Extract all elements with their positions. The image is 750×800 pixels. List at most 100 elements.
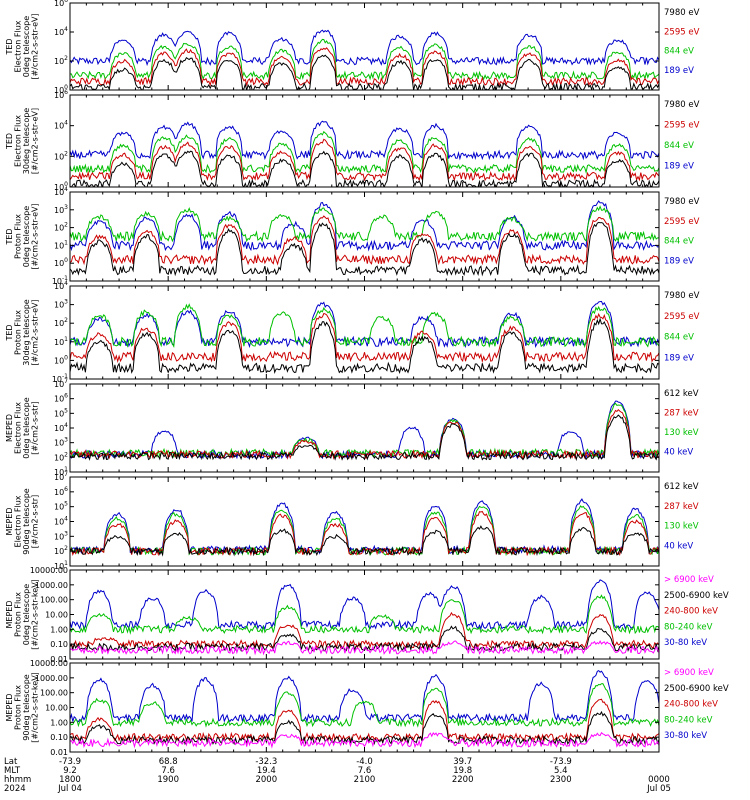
footer-tick-label: 68.8	[159, 757, 178, 767]
series-844-ev	[70, 205, 659, 243]
panel-3-ylabel: TED Proton Flux 0deg telescope [#/cm2-s-str…	[5, 203, 40, 269]
ylabel-line: Proton Flux	[14, 592, 23, 637]
ylabel-line: [#/cm2-s-str-keV]	[31, 579, 40, 650]
series-612-kev	[70, 414, 659, 462]
legend-240-800-kev: 240-800 keV	[664, 607, 718, 617]
panel-3: 10-1 100 101 102 103 104 TED Proton Flux 0deg te…	[5, 186, 700, 286]
legend-80-240-kev: 80-240 keV	[664, 715, 713, 725]
y-tick-label: 100	[54, 354, 68, 365]
legend-130-kev: 130 keV	[664, 428, 699, 438]
series-40-kev	[70, 400, 659, 460]
y-tick-label: 104	[54, 422, 68, 433]
footer-tick-label: 7.6	[161, 766, 175, 776]
legend-40-kev: 40 keV	[664, 541, 693, 551]
ylabel-line: [#/cm2-s-str-keV]	[31, 672, 40, 743]
y-tick-label: 10.00	[45, 704, 68, 713]
legend-189-ev: 189 eV	[664, 256, 694, 266]
y-tick-label: 102	[54, 150, 68, 161]
ylabel-line: Proton Flux	[14, 214, 23, 259]
panel-5-traces	[70, 400, 659, 462]
ylabel-line: Electron Flux	[14, 402, 23, 454]
panel-3-traces	[70, 200, 659, 277]
y-tick-label: 1.00	[50, 625, 68, 634]
y-tick-label: 100	[54, 257, 68, 268]
ylabel-line: Electron Flux	[14, 20, 23, 72]
ylabel-line: MEPED	[5, 601, 14, 629]
y-tick-label: 101	[54, 560, 68, 571]
legend-189-ev: 189 eV	[664, 162, 694, 172]
y-tick-label: 101	[54, 336, 68, 347]
panel-5-ylabel: MEPED Electron Flux 0deg telescope [#/cm2-s…	[5, 397, 40, 458]
legend-844-ev: 844 eV	[664, 237, 694, 247]
legend-2500-6900-kev: 2500-6900 keV	[664, 591, 729, 601]
series-189-ev	[70, 200, 659, 252]
y-tick-label: 104	[54, 280, 68, 291]
legend-2595-ev: 2595 eV	[664, 121, 700, 131]
ylabel-line: Electron Flux	[14, 115, 23, 167]
footer-tick-label: Jul 05	[646, 784, 671, 794]
legend-30-80-kev: 30-80 keV	[664, 731, 707, 741]
y-tick-label: 104	[54, 26, 68, 37]
legend-2595-ev: 2595 eV	[664, 27, 700, 37]
footer-row-label: Lat	[4, 757, 18, 767]
panel-6-ylabel: MEPED Electron Flux 90deg telescope [#/cm2-…	[5, 488, 40, 555]
y-tick-label: 101	[54, 466, 68, 477]
y-tick-label: 107	[54, 471, 68, 482]
footer-tick-label: -73.9	[59, 757, 81, 767]
legend-612-kev: 612 keV	[664, 389, 699, 399]
y-tick-label: 0.10	[50, 640, 68, 649]
panel-4-traces	[70, 300, 659, 375]
footer-row-label: hhmm	[4, 775, 31, 785]
y-tick-label: 106	[54, 89, 68, 100]
y-tick-label: 1000.00	[35, 674, 68, 683]
legend-2595-ev: 2595 eV	[664, 312, 700, 322]
series-2595-ev	[70, 215, 659, 266]
legend-844-ev: 844 eV	[664, 333, 694, 343]
series-844-ev	[70, 38, 659, 82]
ylabel-line: [#/cm2-s-str]	[31, 495, 40, 548]
panel-8: 0.01 0.10 1.00 10.00 100.00 1000.00 10000.00 ME…	[5, 659, 729, 757]
y-tick-label: 10000.00	[30, 659, 68, 668]
legend-844-ev: 844 eV	[664, 141, 694, 151]
legend-189-ev: 189 eV	[664, 66, 694, 76]
ylabel-line: [#/cm2-s-str-eV]	[31, 299, 40, 365]
y-tick-label: 101	[54, 239, 68, 250]
ylabel-line: [#/cm2-s-str-eV]	[31, 203, 40, 269]
y-tick-label: 107	[54, 378, 68, 389]
panel-1-ylabel: TED Electron Flux 0deg telescope [#/cm2-s-s…	[5, 13, 40, 79]
y-tick-label: 10.00	[45, 611, 68, 620]
series-7980-ev	[70, 317, 659, 375]
y-tick-label: 100.00	[40, 689, 68, 698]
series-30-80-kev	[70, 579, 659, 631]
footer-tick-label: 2000	[255, 775, 277, 785]
series-612-kev	[70, 525, 659, 557]
y-tick-label: 104	[54, 516, 68, 527]
series-2595-ev	[70, 312, 659, 364]
ylabel-line: 30deg telescope	[22, 108, 31, 175]
legend--6900-kev: > 6900 keV	[664, 575, 714, 585]
y-tick-label: 100	[54, 84, 68, 95]
ylabel-line: 0deg telescope	[22, 206, 31, 267]
y-tick-label: 105	[54, 501, 68, 512]
footer-tick-label: 2100	[354, 775, 376, 785]
ylabel-line: TED	[5, 38, 14, 55]
panel-6: 101 102 103 104 105 106 107 MEPED Electron Flux 9…	[5, 471, 699, 571]
panel-2-ylabel: TED Electron Flux 30deg telescope [#/cm2-s-…	[5, 108, 40, 175]
footer-tick-label: 9.2	[63, 766, 77, 776]
series-240-800-kev	[70, 698, 659, 743]
legend-30-80-kev: 30-80 keV	[664, 638, 707, 648]
legend--6900-kev: > 6900 keV	[664, 668, 714, 678]
y-tick-label: 0.10	[50, 733, 68, 742]
ylabel-line: Electron Flux	[14, 495, 23, 547]
legend-7980-ev: 7980 eV	[664, 8, 700, 18]
footer-tick-label: -32.3	[255, 757, 277, 767]
ylabel-line: 90deg telescope	[22, 488, 31, 555]
series-130-kev	[70, 402, 659, 459]
footer-tick-label: 1900	[157, 775, 179, 785]
series-7980-ev	[70, 54, 659, 90]
series-80-240-kev	[70, 594, 659, 635]
ylabel-line: TED	[5, 228, 14, 245]
panel-8-traces	[70, 669, 659, 749]
y-tick-label: 10-1	[52, 275, 68, 286]
